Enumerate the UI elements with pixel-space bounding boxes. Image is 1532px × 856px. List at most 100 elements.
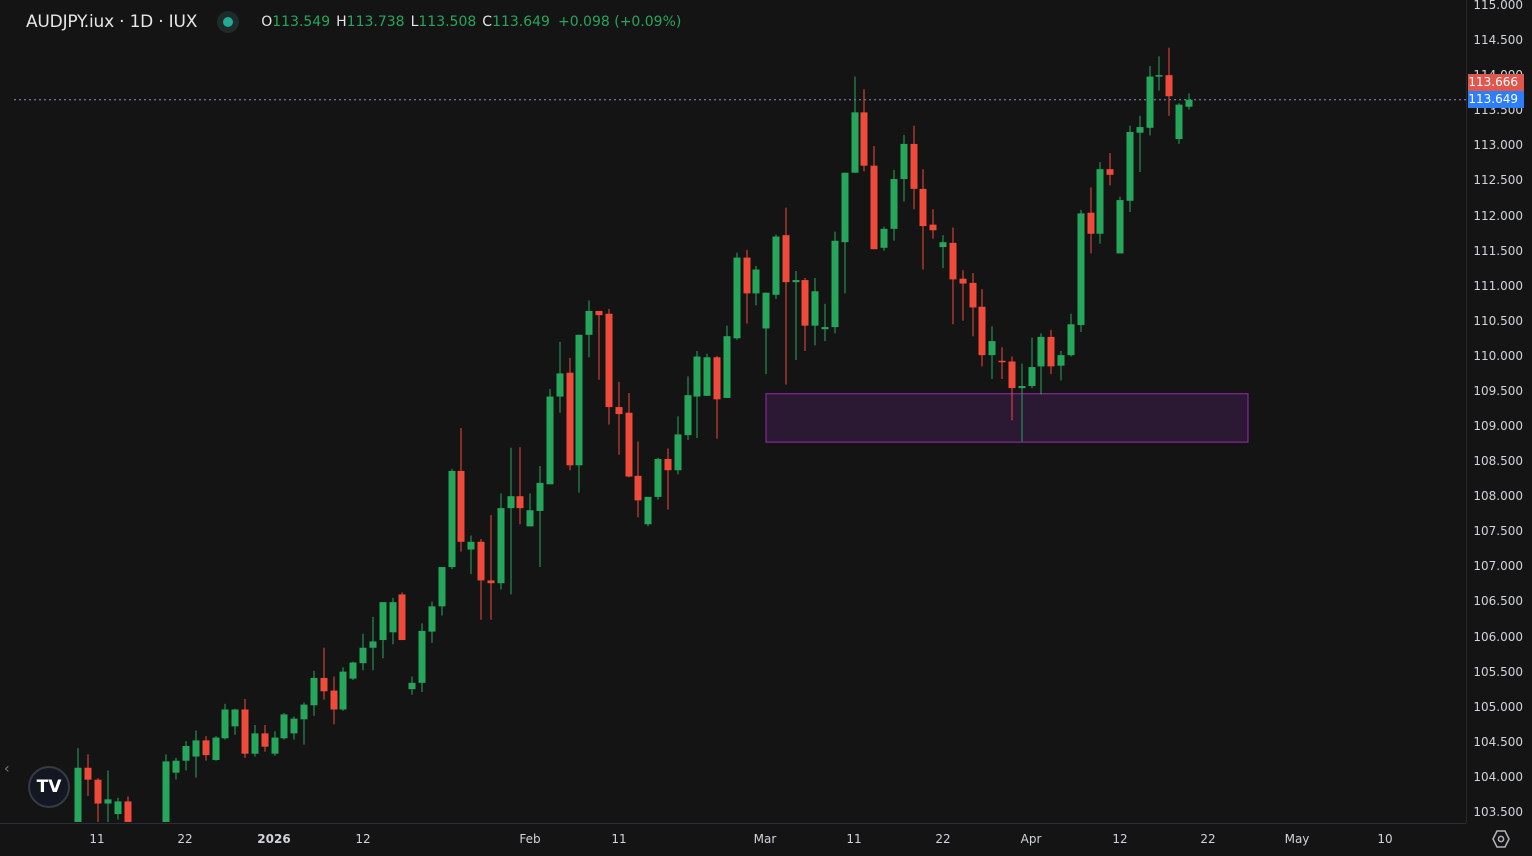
candle-body[interactable]: [890, 179, 898, 229]
candle-body[interactable]: [988, 341, 996, 356]
candle-body[interactable]: [261, 733, 269, 747]
candle-body[interactable]: [290, 718, 298, 734]
candle-body[interactable]: [900, 143, 908, 180]
candle-body[interactable]: [1037, 336, 1045, 367]
candle-body[interactable]: [949, 242, 957, 280]
candle-body[interactable]: [202, 740, 210, 756]
candle-body[interactable]: [1057, 355, 1065, 366]
candle-body[interactable]: [162, 761, 170, 822]
candle-body[interactable]: [1096, 169, 1104, 234]
candle-body[interactable]: [1087, 212, 1095, 234]
candle-body[interactable]: [595, 310, 603, 316]
chevron-left-icon[interactable]: ‹: [4, 761, 10, 777]
candlestick-chart[interactable]: [0, 0, 1466, 823]
candle-body[interactable]: [477, 541, 485, 581]
candle-body[interactable]: [959, 278, 967, 284]
candle-body[interactable]: [192, 740, 200, 757]
candle-body[interactable]: [851, 112, 859, 173]
candle-body[interactable]: [772, 236, 780, 295]
candle-body[interactable]: [821, 327, 829, 330]
candle-body[interactable]: [575, 334, 583, 466]
candle-body[interactable]: [752, 269, 760, 294]
symbol-title[interactable]: AUDJPY.iux · 1D · IUX: [26, 12, 198, 32]
candle-body[interactable]: [271, 737, 279, 754]
candle-body[interactable]: [1047, 336, 1055, 367]
candle-body[interactable]: [280, 714, 288, 739]
candle-body[interactable]: [408, 682, 416, 690]
candle-body[interactable]: [1165, 75, 1173, 97]
candle-body[interactable]: [831, 240, 839, 328]
candle-body[interactable]: [448, 470, 456, 568]
candle-body[interactable]: [428, 606, 436, 632]
candle-body[interactable]: [674, 434, 682, 471]
candle-body[interactable]: [212, 737, 220, 761]
candle-body[interactable]: [507, 496, 515, 509]
price-axis[interactable]: 115.000114.500114.000113.500113.000112.5…: [1466, 0, 1532, 823]
candle-body[interactable]: [497, 508, 505, 584]
candle-body[interactable]: [841, 172, 849, 243]
candle-body[interactable]: [939, 242, 947, 248]
candle-body[interactable]: [1155, 75, 1163, 77]
candle-body[interactable]: [546, 396, 554, 485]
candle-body[interactable]: [389, 602, 397, 633]
candle-body[interactable]: [1077, 213, 1085, 325]
candle-body[interactable]: [221, 709, 229, 739]
candle-body[interactable]: [1175, 104, 1183, 140]
candle-body[interactable]: [1067, 324, 1075, 356]
candle-body[interactable]: [379, 602, 387, 641]
candle-body[interactable]: [919, 188, 927, 227]
candle-body[interactable]: [998, 360, 1006, 363]
candle-body[interactable]: [84, 767, 92, 780]
candle-body[interactable]: [978, 306, 986, 356]
candle-body[interactable]: [792, 280, 800, 283]
candle-body[interactable]: [1185, 99, 1193, 107]
candle-body[interactable]: [1106, 169, 1114, 175]
candle-body[interactable]: [349, 662, 357, 679]
candle-body[interactable]: [723, 336, 731, 398]
settings-gear-icon[interactable]: [1491, 829, 1511, 849]
candle-body[interactable]: [241, 709, 249, 754]
candle-body[interactable]: [929, 224, 937, 231]
market-status-icon[interactable]: [217, 11, 240, 33]
candle-body[interactable]: [1116, 200, 1124, 254]
candle-body[interactable]: [536, 482, 544, 511]
candle-body[interactable]: [114, 801, 122, 815]
candle-body[interactable]: [1028, 367, 1036, 387]
candle-body[interactable]: [124, 801, 132, 822]
candle-body[interactable]: [605, 313, 613, 408]
candle-body[interactable]: [782, 235, 790, 283]
candle-body[interactable]: [762, 292, 770, 329]
candle-body[interactable]: [320, 677, 328, 692]
support-zone-rectangle[interactable]: [765, 393, 1249, 443]
candle-body[interactable]: [516, 496, 524, 509]
candle-body[interactable]: [1126, 132, 1134, 201]
candle-body[interactable]: [359, 647, 367, 664]
candle-body[interactable]: [1018, 386, 1026, 389]
candle-body[interactable]: [625, 412, 633, 477]
candle-body[interactable]: [172, 760, 180, 773]
candle-body[interactable]: [870, 165, 878, 250]
candle-body[interactable]: [487, 580, 495, 584]
candle-body[interactable]: [94, 779, 102, 804]
candle-body[interactable]: [969, 282, 977, 308]
candle-body[interactable]: [801, 280, 809, 326]
candle-body[interactable]: [556, 373, 564, 397]
candle-body[interactable]: [310, 677, 318, 706]
candle-body[interactable]: [684, 395, 692, 436]
candle-body[interactable]: [467, 541, 475, 550]
candle-body[interactable]: [251, 733, 259, 754]
candle-body[interactable]: [615, 407, 623, 415]
candle-body[interactable]: [713, 357, 721, 400]
candle-body[interactable]: [703, 357, 711, 396]
candle-body[interactable]: [457, 470, 465, 542]
candle-body[interactable]: [880, 228, 888, 248]
candle-body[interactable]: [182, 745, 190, 761]
candle-body[interactable]: [743, 257, 751, 294]
candle-body[interactable]: [339, 671, 347, 710]
time-axis[interactable]: 11 22 2026 12 Feb 11 Mar 11 22 Apr 12 22 May 10: [0, 823, 1466, 856]
candle-body[interactable]: [1136, 127, 1144, 133]
candle-body[interactable]: [74, 767, 82, 822]
candle-body[interactable]: [369, 641, 377, 648]
candle-body[interactable]: [733, 257, 741, 339]
candle-body[interactable]: [398, 594, 406, 641]
